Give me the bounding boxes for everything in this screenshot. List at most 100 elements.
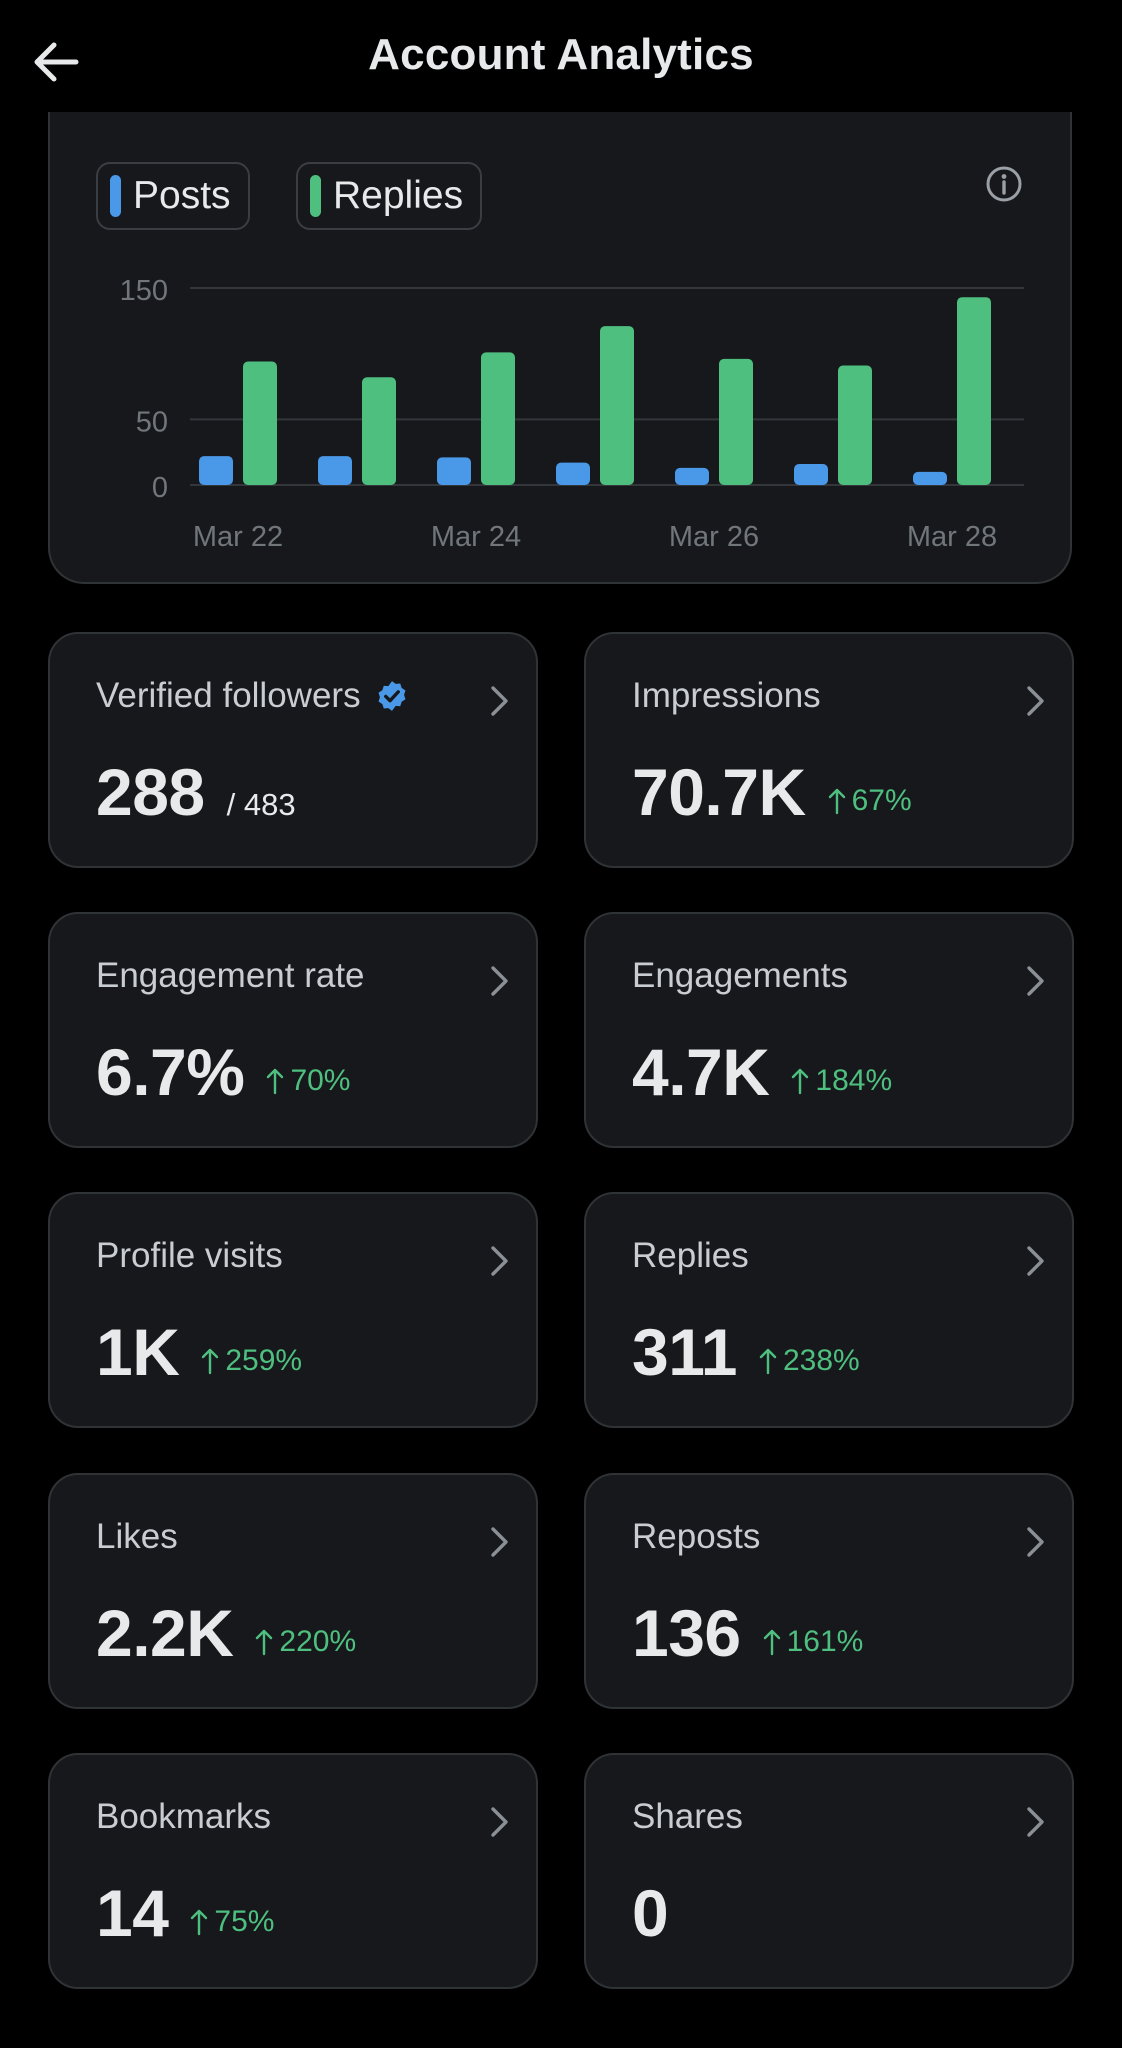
stat-change: 75% <box>190 1905 274 1939</box>
stat-label: Replies <box>632 1236 749 1276</box>
stat-change: 67% <box>828 784 912 818</box>
y-tick-label: 50 <box>136 406 168 438</box>
x-tick-label: Mar 28 <box>907 521 997 553</box>
stat-label: Impressions <box>632 676 821 716</box>
stat-label: Profile visits <box>96 1236 283 1276</box>
stat-label: Engagement rate <box>96 956 365 996</box>
stat-value-row: 4.7K 184% <box>632 1034 892 1110</box>
stat-value-row: 288 / 483 <box>96 754 296 830</box>
bar-replies-1 <box>243 361 277 485</box>
stat-label-text: Likes <box>96 1517 178 1556</box>
arrow-up-icon <box>202 1348 219 1375</box>
stat-value: 4.7K <box>632 1035 770 1109</box>
chevron-right-icon <box>491 686 508 716</box>
page-title: Account Analytics <box>368 30 754 79</box>
y-tick-label: 150 <box>120 275 168 307</box>
info-icon[interactable] <box>982 162 1026 206</box>
bar-replies-3 <box>481 352 515 485</box>
legend-posts[interactable]: Posts <box>96 162 250 230</box>
stat-value: 6.7% <box>96 1035 245 1109</box>
bar-posts-4 <box>556 462 590 485</box>
bar-replies-4 <box>600 326 634 485</box>
stat-value: 1K <box>96 1315 180 1389</box>
bar-posts-5 <box>675 467 709 485</box>
chart-card: Posts Replies 150 50 0 Mar 22 Mar 24 Mar 26 Ma… <box>48 112 1072 584</box>
stat-value-row: 311 238% <box>632 1314 860 1390</box>
stat-card-engagements[interactable]: Engagements 4.7K 184% <box>584 912 1074 1148</box>
stat-card-replies[interactable]: Replies 311 238% <box>584 1192 1074 1428</box>
stat-change-value: 161% <box>786 1625 864 1658</box>
header: Account Analytics <box>0 0 1122 122</box>
chevron-right-icon <box>491 1807 508 1837</box>
x-tick-label: Mar 26 <box>669 521 759 553</box>
stat-card-shares[interactable]: Shares 0 <box>584 1753 1074 1989</box>
stat-value: 288 <box>96 755 205 829</box>
stat-label-text: Engagements <box>632 956 848 995</box>
chevron-right-icon <box>1027 686 1044 716</box>
bar-posts-6 <box>794 463 828 485</box>
chevron-right-icon <box>491 966 508 996</box>
bar-posts-7 <box>913 471 947 485</box>
chevron-right-icon <box>1027 1807 1044 1837</box>
stat-value: 0 <box>632 1876 669 1950</box>
stat-label-text: Bookmarks <box>96 1797 272 1836</box>
x-tick-label: Mar 24 <box>431 521 521 553</box>
stat-value-row: 2.2K 220% <box>96 1595 356 1671</box>
bar-replies-7 <box>957 297 991 485</box>
arrow-up-icon <box>759 1348 777 1375</box>
arrow-up-icon <box>792 1068 809 1095</box>
stat-card-verified-followers[interactable]: Verified followers 288 / 483 <box>48 632 538 868</box>
stat-label: Verified followers <box>96 676 409 716</box>
stat-value: 14 <box>96 1876 169 1950</box>
bar-replies-6 <box>838 365 872 485</box>
bar-posts-3 <box>437 457 471 485</box>
stat-card-reposts[interactable]: Reposts 136 161% <box>584 1473 1074 1709</box>
arrow-up-icon <box>256 1629 273 1656</box>
stat-change-value: 238% <box>782 1344 860 1377</box>
legend-swatch-posts <box>110 175 121 217</box>
legend-swatch-replies <box>310 175 321 217</box>
stat-value-row: 136 161% <box>632 1595 863 1671</box>
chevron-right-icon <box>1027 966 1044 996</box>
stat-value: 136 <box>632 1596 741 1670</box>
chevron-right-icon <box>491 1527 508 1557</box>
stat-total: / 483 <box>226 787 296 822</box>
stat-card-bookmarks[interactable]: Bookmarks 14 75% <box>48 1753 538 1989</box>
stat-label-text: Shares <box>632 1797 743 1836</box>
legend-replies[interactable]: Replies <box>296 162 482 230</box>
chevron-right-icon <box>1027 1246 1044 1276</box>
arrow-up-icon <box>828 788 845 815</box>
stat-change-value: 184% <box>815 1064 893 1097</box>
stat-card-likes[interactable]: Likes 2.2K 220% <box>48 1473 538 1709</box>
stat-value-row: 14 75% <box>96 1875 274 1951</box>
stat-change: 238% <box>759 1344 860 1378</box>
stat-card-profile-visits[interactable]: Profile visits 1K 259% <box>48 1192 538 1428</box>
stat-change: 184% <box>791 1064 892 1098</box>
chevron-right-icon <box>1027 1527 1044 1557</box>
stat-label: Shares <box>632 1797 743 1837</box>
verified-badge-icon <box>378 681 406 711</box>
stat-label: Likes <box>96 1517 178 1557</box>
back-button[interactable] <box>28 34 84 90</box>
stat-value: 70.7K <box>632 755 806 829</box>
stat-change-value: 220% <box>279 1625 357 1658</box>
stat-label-text: Reposts <box>632 1517 761 1556</box>
stat-change: 220% <box>255 1625 356 1659</box>
bar-replies-5 <box>719 358 753 485</box>
chevron-right-icon <box>491 1246 508 1276</box>
stat-change-value: 75% <box>214 1905 275 1938</box>
stat-change: 259% <box>201 1344 302 1378</box>
bar-replies-2 <box>362 377 396 485</box>
stat-label-text: Replies <box>632 1236 749 1275</box>
stat-card-impressions[interactable]: Impressions 70.7K 67% <box>584 632 1074 868</box>
stat-card-engagement-rate[interactable]: Engagement rate 6.7% 70% <box>48 912 538 1148</box>
arrow-up-icon <box>763 1629 780 1656</box>
stat-label: Engagements <box>632 956 848 996</box>
arrow-left-icon <box>34 42 79 82</box>
x-tick-label: Mar 22 <box>193 521 283 553</box>
stat-value-row: 70.7K 67% <box>632 754 912 830</box>
stat-value-row: 0 <box>632 1875 669 1951</box>
y-tick-label: 0 <box>152 472 168 504</box>
stat-change-value: 259% <box>225 1344 303 1377</box>
stat-label-text: Profile visits <box>96 1236 283 1275</box>
